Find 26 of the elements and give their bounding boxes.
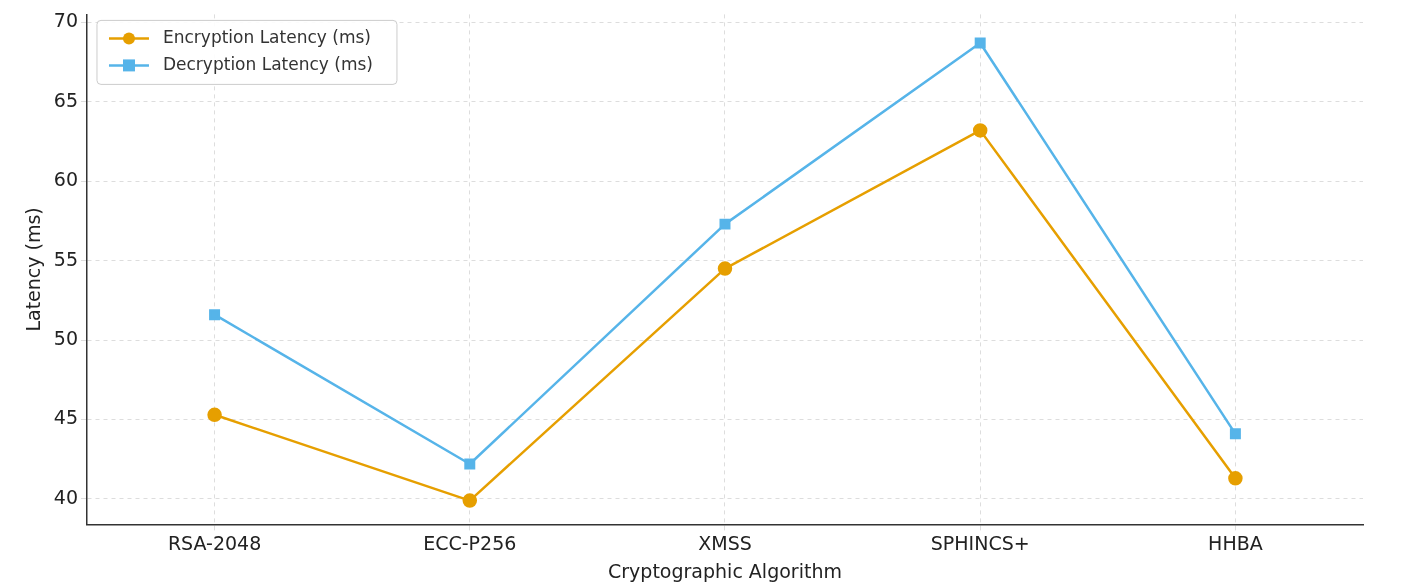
legend-label: Decryption Latency (ms) — [162, 53, 373, 74]
point — [209, 309, 221, 321]
y-axis-title: Latency (ms) — [22, 207, 45, 332]
y-tick-label: 50 — [53, 327, 78, 350]
point — [462, 493, 478, 508]
y-tick-label: 45 — [53, 406, 78, 429]
x-axis-title: Cryptographic Algorithm — [608, 559, 842, 582]
point — [207, 407, 222, 423]
x-tick-label: SPHINCS+ — [930, 531, 1030, 554]
point — [717, 261, 733, 276]
legend-label: Encryption Latency (ms) — [162, 26, 371, 47]
point — [719, 218, 731, 230]
point — [464, 458, 476, 470]
y-tick-label: 70 — [53, 9, 78, 32]
y-tick-label: 65 — [53, 88, 78, 111]
point — [974, 37, 986, 49]
x-tick-label: RSA-2048 — [167, 531, 262, 554]
x-tick-label: XMSS — [698, 531, 752, 554]
x-tick-label: ECC-P256 — [423, 531, 517, 554]
y-tick-label: 60 — [53, 168, 78, 191]
point — [1228, 471, 1243, 486]
y-tick-label: 40 — [53, 485, 78, 508]
point — [1229, 428, 1241, 440]
x-tick-label: HHBA — [1208, 531, 1263, 554]
y-tick-label: 55 — [53, 247, 78, 270]
point — [972, 123, 988, 138]
